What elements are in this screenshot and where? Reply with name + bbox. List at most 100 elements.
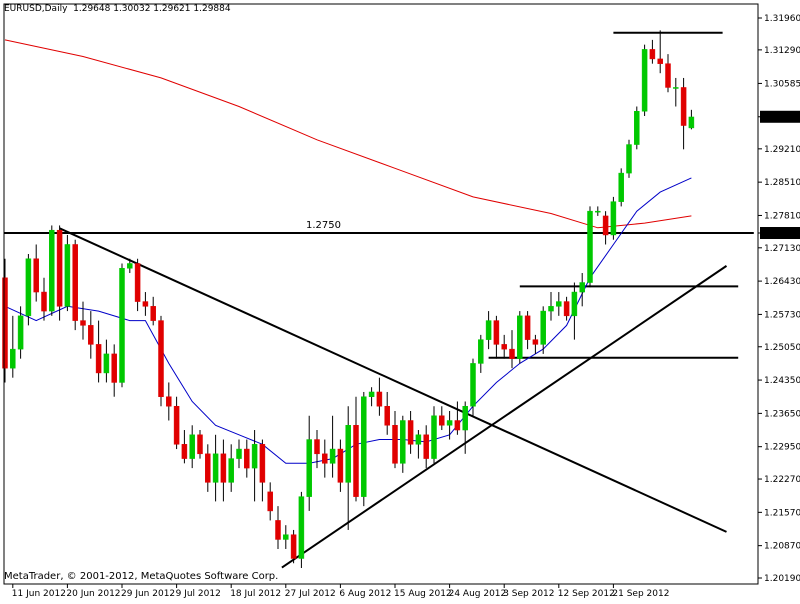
price-tick-label: 1.24350 [764, 376, 800, 386]
candle-body[interactable] [478, 339, 484, 364]
candle-body[interactable] [610, 201, 617, 236]
candle-body[interactable] [446, 420, 453, 426]
candle-body[interactable] [532, 339, 539, 345]
candle-body[interactable] [595, 210, 601, 213]
candle-body[interactable] [95, 344, 102, 374]
candle-body[interactable] [166, 396, 172, 407]
candle-body[interactable] [626, 144, 632, 174]
trend-line[interactable] [59, 227, 727, 533]
candle-body[interactable] [524, 315, 531, 340]
candle-body[interactable] [618, 172, 624, 202]
candle-body[interactable] [345, 425, 351, 483]
candle-body[interactable] [329, 448, 336, 464]
candle-body[interactable] [665, 63, 671, 88]
candle-body[interactable] [228, 458, 234, 483]
candle-body[interactable] [680, 87, 687, 126]
candle-body[interactable] [634, 111, 640, 145]
candle-body[interactable] [540, 310, 546, 345]
candle-body[interactable] [197, 434, 203, 455]
candle-body[interactable] [657, 58, 663, 64]
candle-body[interactable] [259, 444, 266, 483]
candle-body[interactable] [641, 49, 648, 112]
candle-body[interactable] [392, 425, 398, 464]
candle-body[interactable] [56, 229, 63, 307]
candle-body[interactable] [556, 301, 562, 307]
candle-body[interactable] [384, 405, 390, 426]
candle-body[interactable] [501, 344, 507, 350]
candle-body[interactable] [134, 263, 141, 302]
candle-body[interactable] [64, 244, 71, 307]
candle-body[interactable] [33, 258, 39, 293]
candle-body[interactable] [439, 415, 445, 426]
candle-body[interactable] [602, 215, 609, 236]
price-tick-label: 1.22950 [764, 443, 800, 453]
candle-body[interactable] [275, 520, 281, 540]
candle-body[interactable] [548, 306, 554, 312]
candle-body[interactable] [181, 444, 188, 459]
candle-body[interactable] [244, 448, 250, 469]
candle-body[interactable] [25, 258, 32, 317]
candle-body[interactable] [111, 353, 117, 383]
candle-body[interactable] [173, 405, 180, 445]
candle-body[interactable] [236, 448, 242, 459]
candle-body[interactable] [127, 263, 133, 269]
candle-body[interactable] [103, 353, 110, 374]
candle-body[interactable] [49, 229, 55, 312]
candle-body[interactable] [205, 453, 211, 483]
price-tick-label: 1.28510 [764, 178, 800, 188]
trend-line[interactable] [281, 265, 728, 569]
candle-body[interactable] [80, 320, 86, 326]
candle-body[interactable] [322, 453, 328, 464]
candle-body[interactable] [688, 116, 695, 129]
price-tick-label: 1.20870 [764, 542, 800, 552]
candle-body[interactable] [376, 391, 383, 407]
candle-body[interactable] [212, 453, 219, 483]
candle-body[interactable] [368, 391, 375, 397]
candle-body[interactable] [517, 315, 523, 359]
price-tick-label: 1.26430 [764, 277, 800, 287]
candle-body[interactable] [314, 439, 320, 455]
candle-body[interactable] [158, 320, 164, 397]
candle-body[interactable] [353, 425, 359, 497]
candle-body[interactable] [283, 534, 289, 540]
candle-body[interactable] [2, 277, 8, 369]
candle-body[interactable] [88, 325, 94, 345]
candle-body[interactable] [361, 396, 367, 497]
candle-body[interactable] [72, 244, 78, 321]
candle-body[interactable] [142, 301, 149, 307]
candle-body[interactable] [290, 534, 297, 559]
candle-body[interactable] [17, 315, 24, 350]
candle-body[interactable] [649, 49, 656, 60]
candle-body[interactable] [267, 491, 273, 512]
date-tick-label: 9 Jul 2012 [176, 589, 221, 599]
candle-body[interactable] [423, 434, 429, 459]
candle-body[interactable] [454, 420, 461, 431]
candle-body[interactable] [251, 444, 258, 469]
candle-body[interactable] [298, 496, 305, 559]
candle-body[interactable] [563, 301, 570, 317]
candle-body[interactable] [10, 348, 16, 369]
candle-body[interactable] [493, 320, 500, 345]
candle-body[interactable] [462, 405, 468, 431]
candle-body[interactable] [431, 415, 437, 459]
candle-body[interactable] [337, 448, 344, 483]
candle-body[interactable] [415, 434, 422, 445]
candle-body[interactable] [189, 434, 195, 459]
candle-body[interactable] [470, 363, 476, 407]
candle-body[interactable] [119, 268, 125, 383]
candle-body[interactable] [150, 306, 156, 321]
candle-body[interactable] [41, 291, 47, 312]
candle-body[interactable] [407, 420, 414, 445]
candle-body[interactable] [220, 453, 227, 483]
candle-body[interactable] [400, 420, 406, 464]
candle-body[interactable] [587, 210, 593, 283]
candle-body[interactable] [306, 439, 312, 497]
candle-body[interactable] [485, 320, 492, 340]
candle-body[interactable] [579, 282, 585, 293]
candle-body[interactable] [509, 348, 515, 359]
candle-body[interactable] [571, 291, 578, 317]
candle-body[interactable] [673, 87, 679, 89]
